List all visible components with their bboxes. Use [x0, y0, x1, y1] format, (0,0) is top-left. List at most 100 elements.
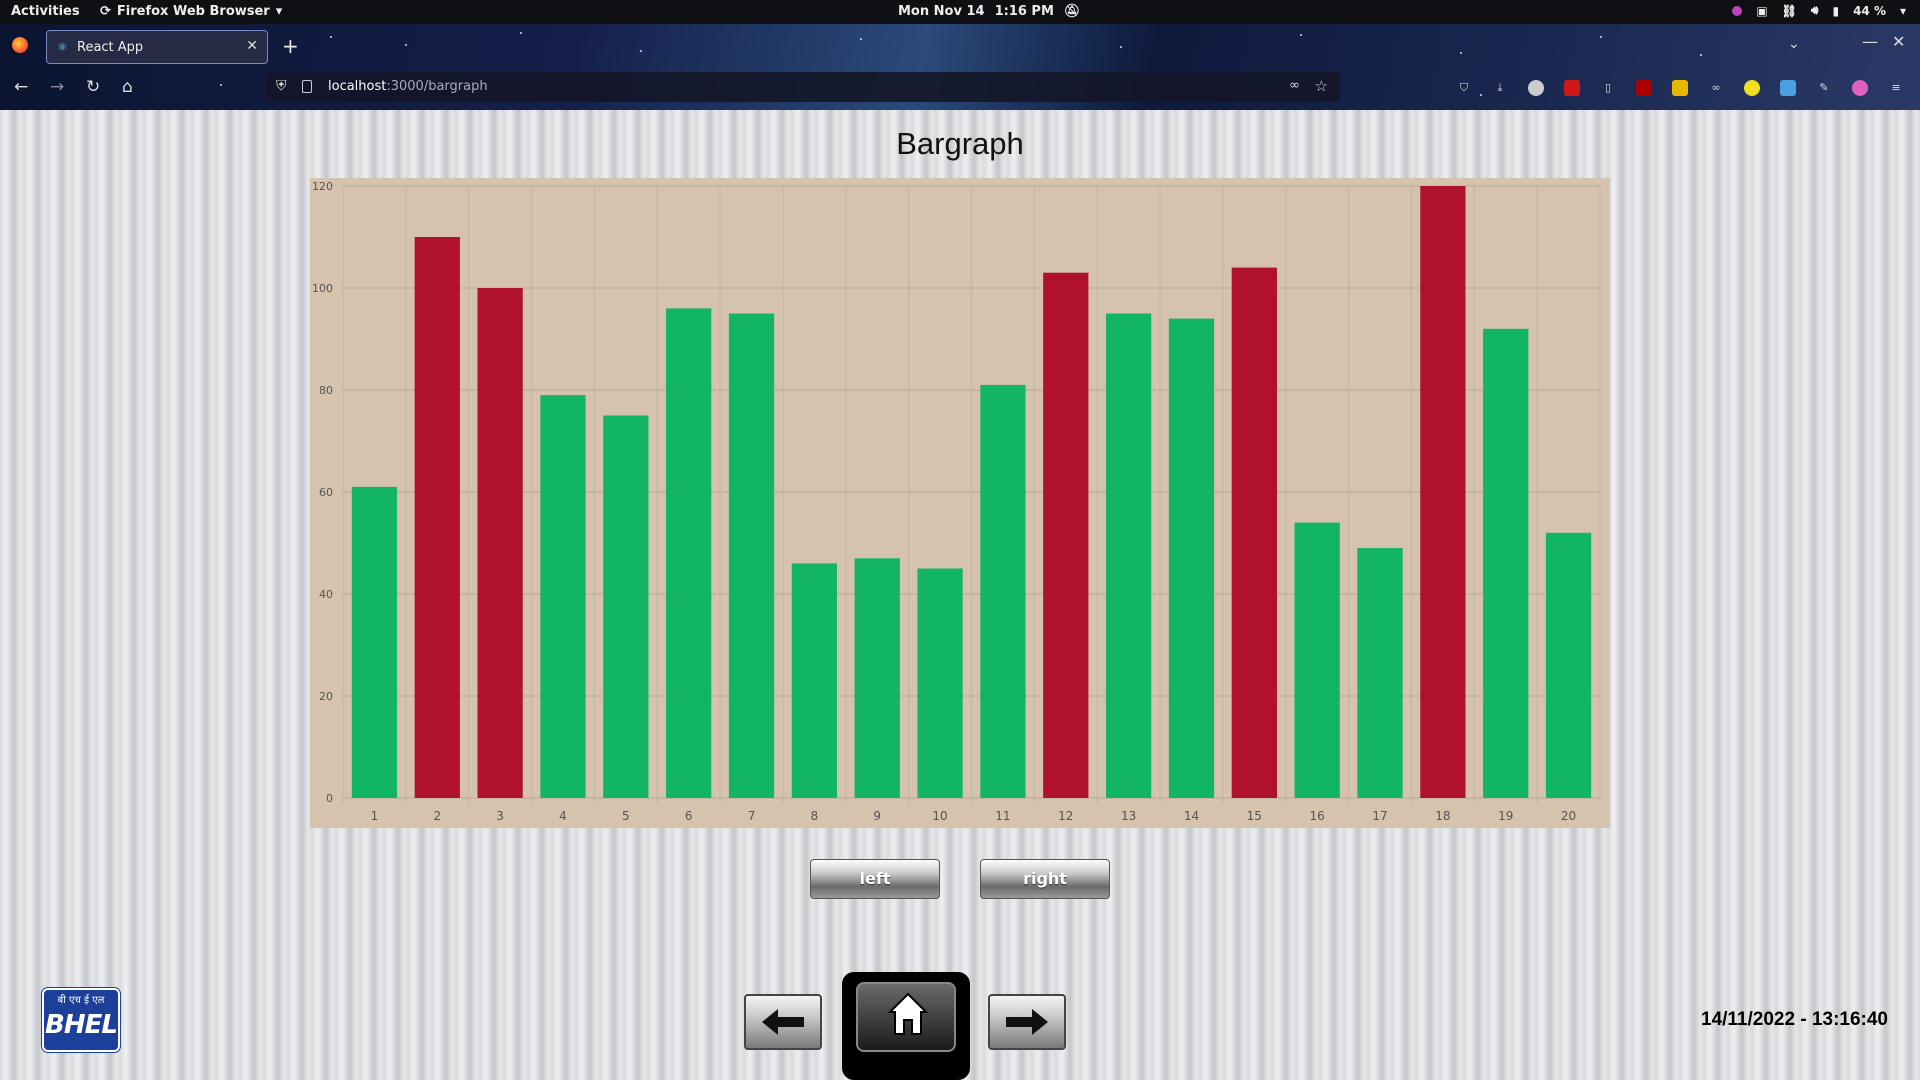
y-tick-label: 40	[319, 588, 333, 601]
system-tray[interactable]: ▣ ⛓ 🔊︎ ▮ 44 % ▾	[1732, 3, 1906, 18]
new-tab-button[interactable]: +	[282, 34, 299, 58]
bookmark-star-icon[interactable]: ☆	[1314, 77, 1328, 95]
bhel-logo: बी एच ई एल BHEL	[41, 987, 121, 1053]
bar	[414, 237, 460, 798]
logo-text: BHEL	[45, 1010, 118, 1040]
bar	[540, 395, 586, 798]
minimize-window-button[interactable]: —	[1862, 32, 1878, 51]
firefox-app-icon: ⟳	[100, 4, 111, 19]
firefox-logo-icon	[12, 37, 28, 53]
bar	[1043, 272, 1089, 798]
notifications-muted-icon: 🔕︎	[1063, 4, 1081, 19]
pocket-icon[interactable]: ⛉	[1459, 81, 1469, 94]
y-tick-label: 120	[312, 180, 333, 193]
reload-button[interactable]: ↻	[86, 77, 101, 97]
bar-chart: 0 20 40 60 80 100 120 1 2 3 4 5 6 7 8 9 10 11 12 13 14 15 16 17…	[310, 178, 1610, 828]
tracking-protection-icon[interactable]: ⛨	[276, 78, 287, 94]
page-info-icon[interactable]	[302, 80, 312, 93]
ublock-icon[interactable]	[1636, 80, 1652, 96]
page-content: Bargraph 0 20 40 60 80 100 120 1 2 3 4 5 6 7 8 9 10 11 12 1…	[0, 110, 1920, 1080]
logo-hindi-text: बी एच ई एल	[57, 995, 105, 1006]
activities-button[interactable]: Activities	[11, 4, 80, 19]
x-tick-label: 5	[622, 809, 630, 823]
extension-red-icon[interactable]	[1564, 80, 1580, 96]
clock[interactable]: Mon Nov 14 1:16 PM 🔕︎	[898, 4, 1080, 19]
color-picker-icon	[1732, 5, 1743, 16]
bar	[854, 558, 900, 798]
menu-icon[interactable]: ≡	[1891, 81, 1901, 94]
x-tick-label: 15	[1247, 809, 1262, 823]
browser-chrome: ⚛ React App ✕ + ⌄ — ✕ ← → ↻ ⌂ ⛨ localhos…	[0, 24, 1920, 110]
url-host: localhost	[328, 79, 387, 94]
previous-page-button[interactable]	[744, 994, 822, 1050]
bar	[728, 313, 775, 798]
app-menu-label: Firefox Web Browser	[116, 4, 270, 19]
back-button[interactable]: ←	[14, 77, 29, 97]
battery-icon: ▮	[1832, 3, 1840, 18]
extension-pen-icon[interactable]: ✎	[1819, 81, 1829, 94]
extension-globe-icon[interactable]	[1528, 80, 1544, 96]
bar	[1357, 548, 1403, 798]
home-button[interactable]: ⌂	[122, 77, 133, 97]
y-tick-label: 80	[319, 384, 333, 397]
network-icon: ⛓	[1781, 3, 1797, 18]
x-tick-label: 9	[873, 809, 881, 823]
bar	[1545, 532, 1592, 798]
home-button-face	[856, 982, 956, 1052]
arrow-right-icon	[1006, 1009, 1048, 1035]
system-top-bar: Activities ⟳ Firefox Web Browser ▾ Mon N…	[0, 0, 1920, 24]
extension-image-icon[interactable]	[1780, 80, 1796, 96]
battery-percent: 44 %	[1853, 3, 1886, 18]
close-window-button[interactable]: ✕	[1892, 32, 1906, 51]
bar	[791, 563, 838, 798]
list-all-tabs-button[interactable]: ⌄	[1788, 36, 1800, 52]
bar	[1294, 522, 1340, 798]
bar	[603, 415, 649, 798]
extension-bookmark-icon[interactable]: ▯	[1604, 81, 1612, 94]
home-page-button[interactable]	[842, 972, 970, 1080]
account-avatar-icon[interactable]	[1852, 80, 1868, 96]
bar	[1231, 267, 1277, 799]
url-path: :3000/bargraph	[386, 79, 488, 94]
x-tick-label: 16	[1310, 809, 1325, 823]
bar	[1105, 313, 1152, 798]
arrow-left-icon	[762, 1009, 804, 1035]
x-tick-label: 7	[748, 809, 756, 823]
extension-smiley-icon[interactable]	[1744, 80, 1760, 96]
close-tab-icon[interactable]: ✕	[246, 38, 258, 54]
extension-yellow-icon[interactable]	[1672, 80, 1688, 96]
chevron-down-icon: ▾	[1899, 3, 1906, 18]
bar	[1483, 328, 1529, 798]
bar	[917, 568, 963, 798]
x-tick-label: 20	[1561, 809, 1576, 823]
left-button[interactable]: left	[810, 859, 940, 899]
x-tick-label: 17	[1372, 809, 1387, 823]
x-tick-label: 10	[932, 809, 947, 823]
private-mask-icon[interactable]: ∞	[1289, 78, 1300, 93]
x-tick-label: 6	[685, 809, 693, 823]
url-text[interactable]: localhost:3000/bargraph	[328, 79, 488, 94]
bar	[477, 288, 523, 798]
clock-date: Mon Nov 14	[898, 4, 985, 19]
date-time-display: 14/11/2022 - 13:16:40	[1701, 1009, 1888, 1030]
x-tick-label: 2	[433, 809, 441, 823]
chevron-down-icon: ▾	[275, 4, 283, 19]
x-tick-label: 12	[1058, 809, 1073, 823]
x-tick-label: 11	[995, 809, 1010, 823]
volume-icon: 🔊︎	[1810, 3, 1819, 17]
right-button[interactable]: right	[980, 859, 1110, 899]
tab-title: React App	[77, 40, 144, 55]
x-tick-label: 14	[1184, 809, 1199, 823]
forward-button[interactable]: →	[50, 77, 65, 97]
tab-react-app[interactable]: ⚛ React App ✕	[46, 30, 268, 64]
url-bar[interactable]: ⛨ localhost:3000/bargraph ∞ ☆	[266, 72, 1340, 102]
next-page-button[interactable]	[988, 994, 1066, 1050]
extension-mask-icon[interactable]: ∞	[1711, 81, 1721, 94]
page-title: Bargraph	[896, 126, 1024, 161]
bar	[1168, 318, 1215, 798]
y-tick-label: 0	[326, 792, 333, 805]
x-tick-label: 8	[811, 809, 819, 823]
downloads-icon[interactable]: ⤓	[1497, 81, 1503, 94]
app-menu[interactable]: ⟳ Firefox Web Browser ▾	[100, 4, 282, 19]
